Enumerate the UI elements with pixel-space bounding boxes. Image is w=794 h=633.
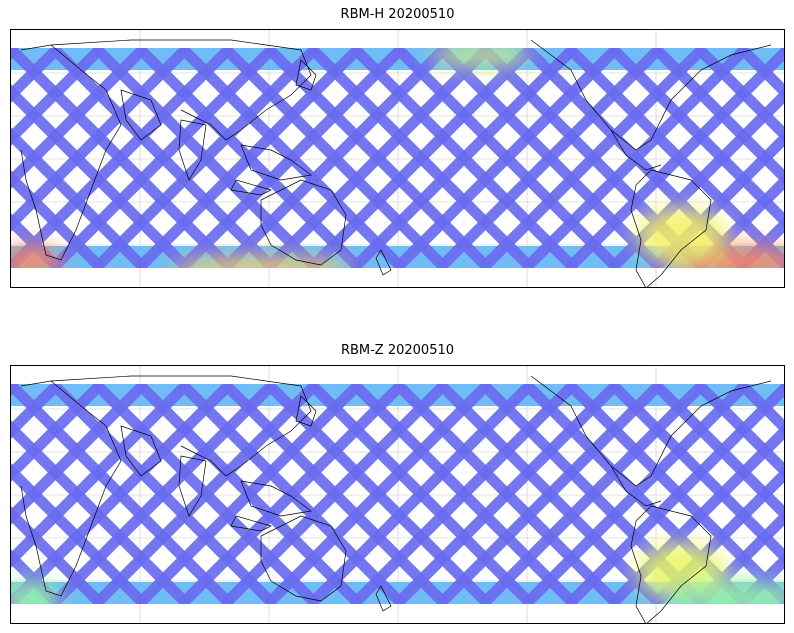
satellite-swaths (11, 384, 784, 604)
graticule (11, 30, 784, 287)
satellite-swaths (11, 48, 784, 268)
panel-title-rbm-h: RBM-H 20200510 (340, 7, 455, 22)
map-canvas-rbm-z (11, 366, 784, 623)
panel-title-rbm-z: RBM-Z 20200510 (340, 343, 455, 358)
map-panel-rbm-h (10, 29, 785, 288)
map-panel-rbm-z (10, 365, 785, 624)
coastlines (20, 375, 772, 623)
value-hotspots (11, 543, 784, 604)
coastlines (20, 39, 772, 287)
map-canvas-rbm-h (11, 30, 784, 287)
value-hotspots (11, 48, 784, 268)
